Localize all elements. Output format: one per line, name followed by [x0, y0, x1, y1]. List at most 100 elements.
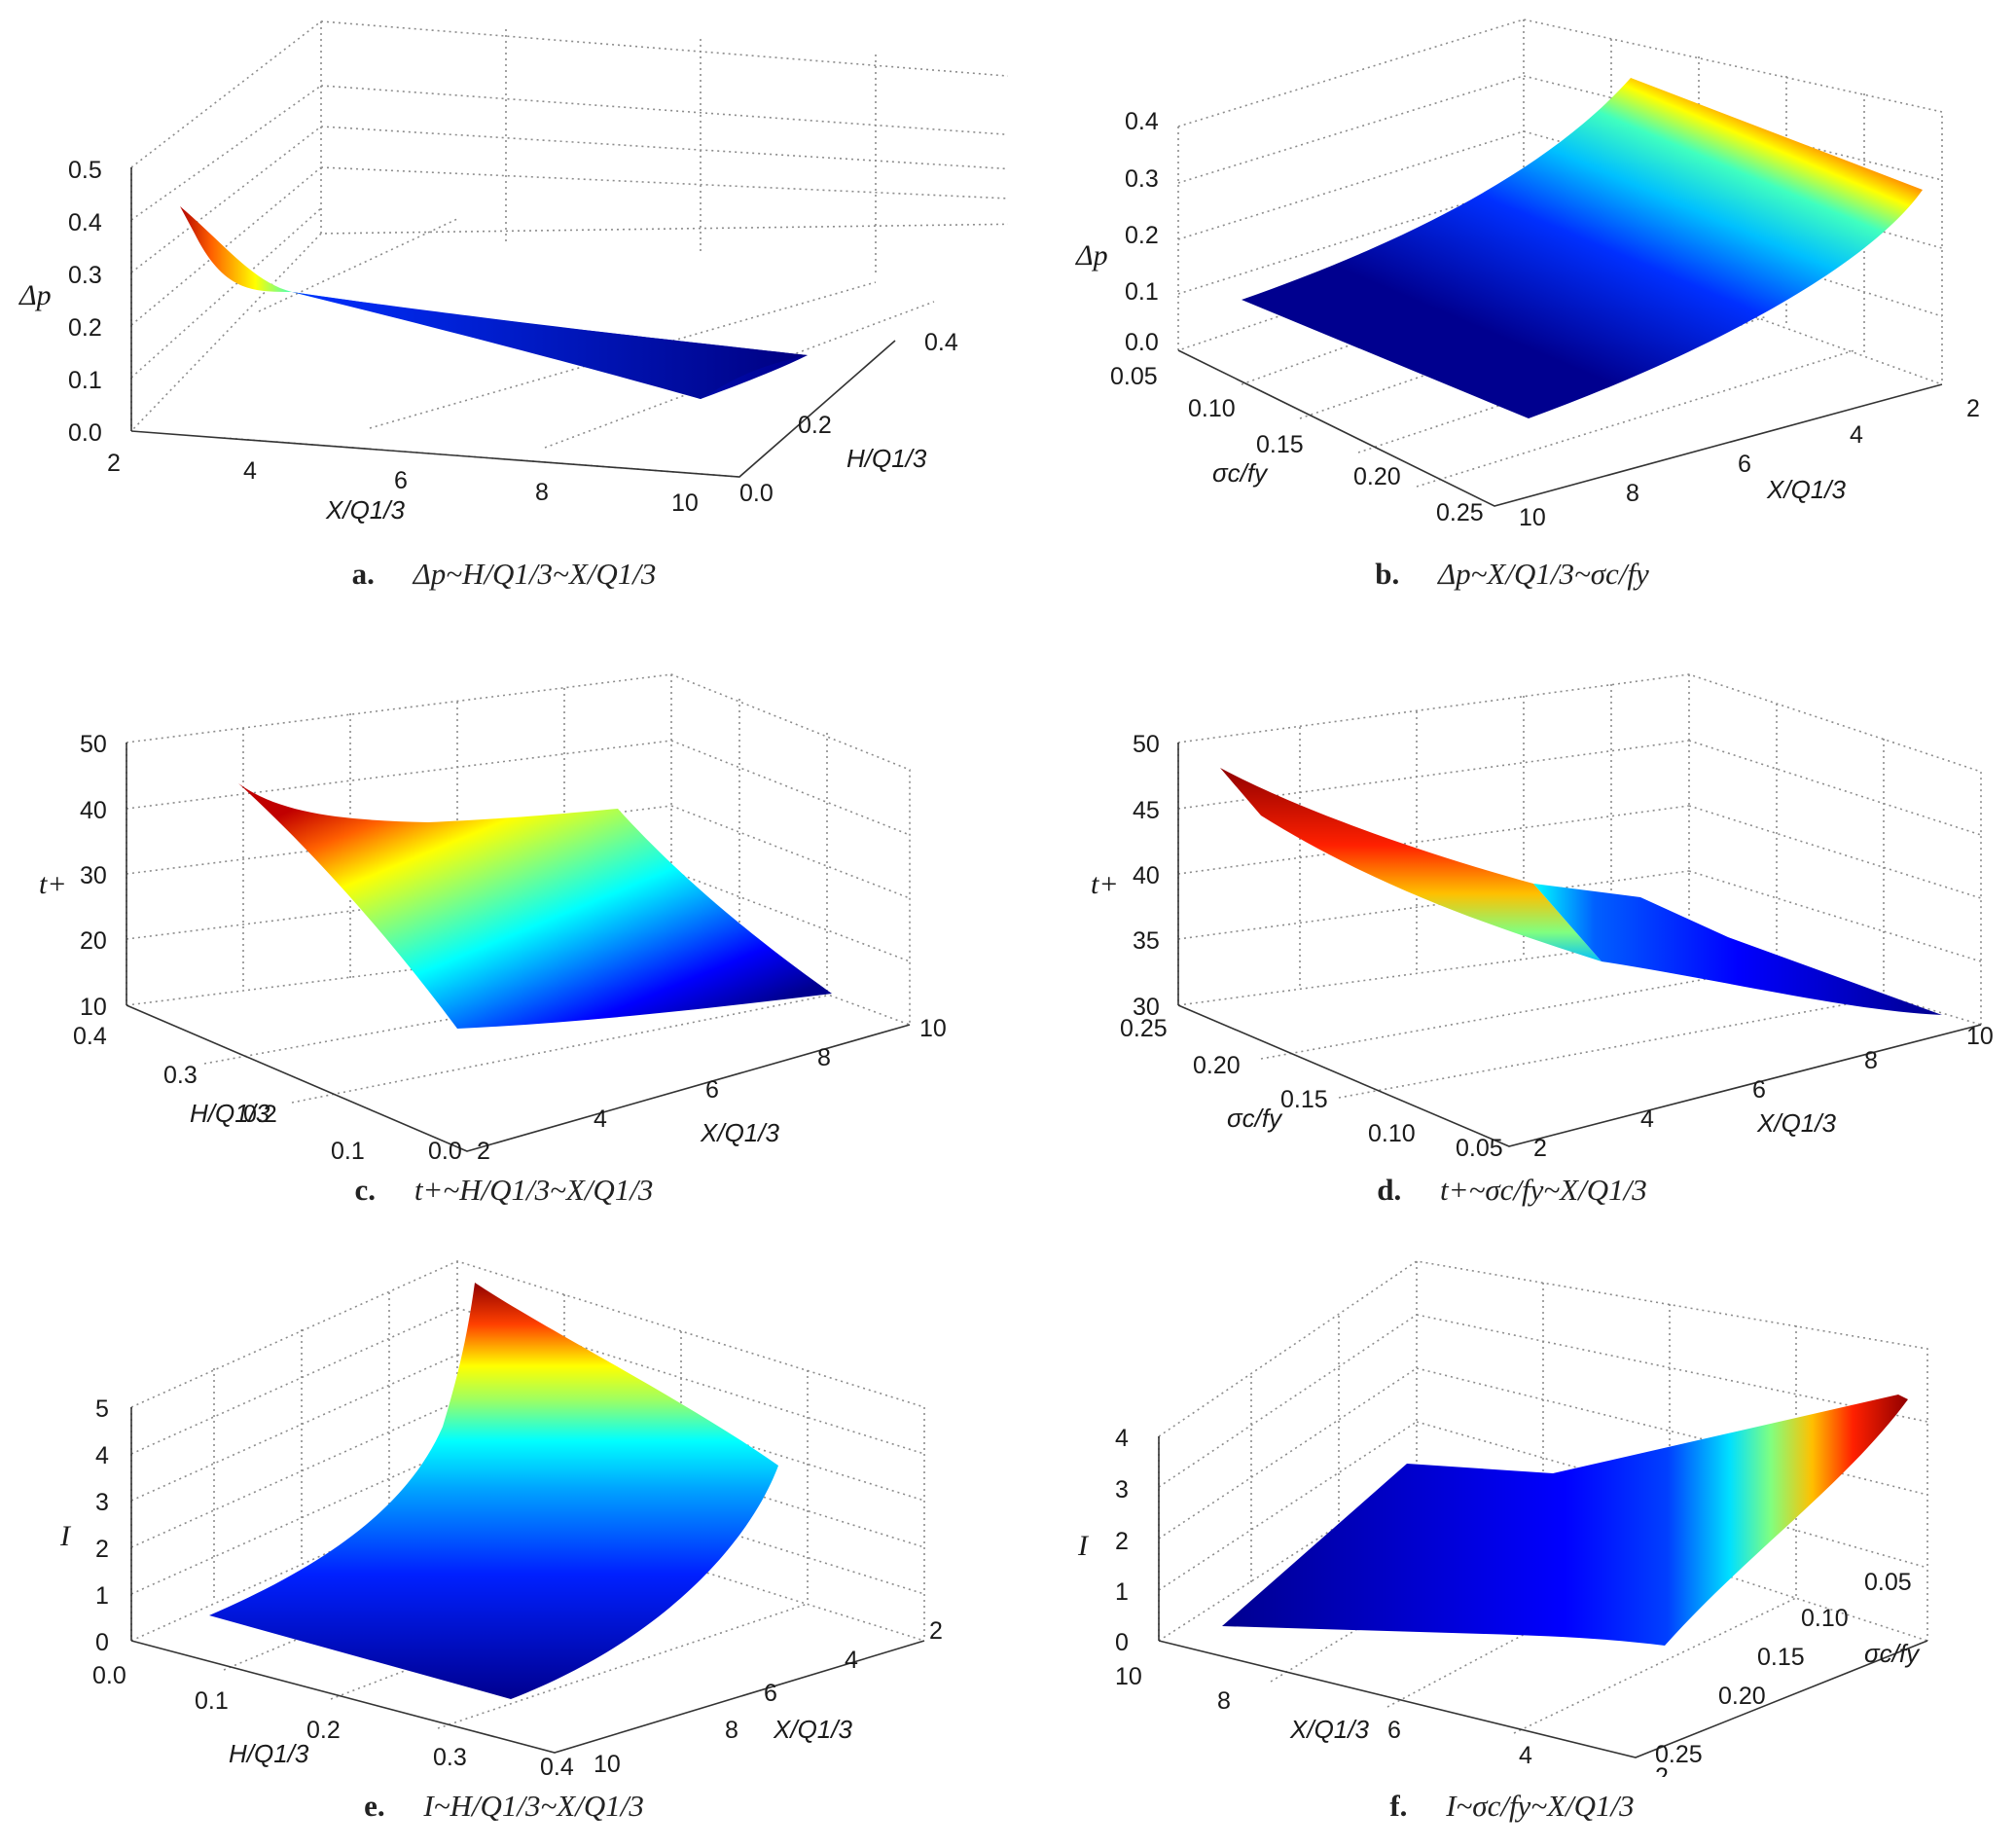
surface-b [1242, 78, 1923, 418]
z-ticks-e: 5 4 3 2 1 0 [95, 1395, 109, 1656]
y-tick: 6 [1752, 1076, 1766, 1104]
y-tick: 0.25 [1655, 1741, 1703, 1768]
surface-plot-f: 4 3 2 1 0 10 8 6 4 2 0.25 0.20 0.15 0.10… [1077, 1260, 1928, 1777]
x-tick: 0.25 [1120, 1015, 1168, 1042]
y-tick: 10 [1966, 1023, 1994, 1050]
x-ticks-d: 0.25 0.20 0.15 0.10 0.05 [1120, 1015, 1503, 1161]
caption-letter: e. [364, 1789, 385, 1823]
z-tick: 10 [80, 994, 107, 1021]
axes-c [126, 743, 911, 1152]
panel-b: 0.0 0.1 0.2 0.3 0.4 0.05 0.10 0.15 0.20 … [1008, 0, 2016, 616]
y-axis-label: σc/fy [1864, 1639, 1921, 1668]
z-tick: 3 [1115, 1476, 1129, 1504]
z-tick: 0.2 [1125, 222, 1159, 249]
z-tick: 0.5 [68, 157, 102, 184]
z-tick: 0.0 [1125, 329, 1159, 356]
panel-c: 50 40 30 20 10 0.4 0.3 0.2 0.1 0.0 2 4 6… [0, 616, 1008, 1232]
y-tick: 2 [1533, 1135, 1547, 1161]
x-axis-label: H/Q1/3 [229, 1739, 309, 1768]
z-ticks-d: 50 45 40 35 30 [1133, 731, 1160, 1021]
y-tick: 6 [705, 1076, 719, 1104]
y-tick: 6 [764, 1680, 777, 1707]
x-axis-label: σc/fy [1212, 458, 1269, 488]
y-tick: 0.15 [1757, 1644, 1805, 1671]
z-tick: 0 [1115, 1629, 1129, 1656]
x-tick: 0.15 [1280, 1086, 1328, 1113]
y-tick: 6 [1738, 451, 1751, 478]
x-ticks-c: 0.4 0.3 0.2 0.1 0.0 [73, 1023, 462, 1161]
grid-a [130, 20, 1008, 478]
y-ticks-d: 2 4 6 8 10 [1533, 1023, 1994, 1161]
y-tick: 4 [1850, 421, 1863, 449]
surface-d-ridge [1220, 768, 1602, 961]
y-axis-label: X/Q1/3 [773, 1715, 852, 1744]
x-tick: 10 [1115, 1663, 1142, 1690]
y-tick: 8 [725, 1717, 738, 1744]
surface-f [1222, 1395, 1908, 1646]
x-tick: 0.25 [1436, 499, 1484, 526]
z-tick: 3 [95, 1489, 109, 1516]
caption-c: c. t+~H/Q1/3~X/Q1/3 [0, 1161, 1008, 1219]
surface-plot-c: 50 40 30 20 10 0.4 0.3 0.2 0.1 0.0 2 4 6… [39, 673, 947, 1161]
z-tick: 1 [1115, 1578, 1129, 1606]
y-tick: 4 [594, 1105, 607, 1133]
z-tick: 50 [1133, 731, 1160, 758]
z-axis-label: I [1077, 1530, 1090, 1562]
x-tick: 0.05 [1110, 363, 1158, 390]
z-ticks-b: 0.0 0.1 0.2 0.3 0.4 [1125, 108, 1159, 356]
z-ticks-f: 4 3 2 1 0 [1115, 1425, 1129, 1656]
z-axis-label: I [59, 1520, 72, 1552]
x-tick: 0.1 [331, 1138, 365, 1161]
y-axis-label: X/Q1/3 [1756, 1108, 1836, 1138]
x-tick: 0.10 [1368, 1120, 1416, 1147]
z-tick: 30 [80, 862, 107, 889]
x-tick: 0.10 [1188, 395, 1236, 422]
z-tick: 50 [80, 731, 107, 758]
x-tick: 0.0 [92, 1662, 126, 1689]
x-axis-label: H/Q1/3 [190, 1099, 270, 1128]
z-tick: 0.3 [1125, 165, 1159, 193]
x-tick: 0.20 [1193, 1052, 1241, 1079]
z-axis-label: Δp [1075, 239, 1108, 272]
caption-formula: Δp~X/Q1/3~σc/fy [1437, 557, 1649, 591]
z-tick: 0.4 [68, 209, 102, 236]
caption-a: a. Δp~H/Q1/3~X/Q1/3 [0, 545, 1008, 603]
surface-plot-a: 0.5 0.4 0.3 0.2 0.1 0.0 2 4 6 8 10 0.0 0… [18, 20, 1008, 525]
y-tick: 2 [477, 1138, 490, 1161]
x-tick: 2 [107, 450, 121, 477]
caption-letter: c. [354, 1173, 377, 1207]
z-tick: 0 [95, 1629, 109, 1656]
caption-formula: t+~H/Q1/3~X/Q1/3 [414, 1173, 654, 1207]
y-tick: 4 [845, 1647, 858, 1674]
y-tick: 0.0 [739, 480, 774, 507]
x-axis-label: X/Q1/3 [1289, 1715, 1369, 1744]
z-axis-label: t+ [1091, 868, 1119, 900]
x-tick: 8 [535, 479, 549, 506]
x-axis-label: σc/fy [1227, 1104, 1283, 1133]
x-tick: 4 [1519, 1742, 1532, 1769]
z-tick: 1 [95, 1582, 109, 1610]
x-tick: 0.20 [1353, 463, 1401, 490]
y-tick: 0.4 [924, 329, 958, 356]
caption-formula: t+~σc/fy~X/Q1/3 [1440, 1173, 1647, 1207]
caption-letter: b. [1375, 557, 1400, 591]
x-tick: 0.0 [428, 1138, 462, 1161]
x-tick: 0.2 [306, 1717, 341, 1744]
caption-d: d. t+~σc/fy~X/Q1/3 [1008, 1161, 2016, 1219]
x-tick: 0.1 [195, 1687, 229, 1715]
axes-e [130, 1407, 925, 1754]
y-tick: 4 [1640, 1105, 1654, 1133]
axes-f [1158, 1436, 1928, 1758]
x-tick: 4 [243, 457, 257, 485]
y-tick: 0.2 [798, 412, 832, 439]
y-tick: 8 [1626, 480, 1639, 507]
caption-letter: a. [351, 557, 375, 591]
x-ticks-f: 10 8 6 4 2 [1115, 1663, 1669, 1777]
y-tick: 0.10 [1801, 1605, 1849, 1632]
x-tick: 6 [1387, 1717, 1401, 1744]
surface-plot-e: 5 4 3 2 1 0 0.0 0.1 0.2 0.3 0.4 10 8 6 4… [59, 1260, 943, 1777]
axes-d [1177, 743, 1982, 1147]
z-axis-label: Δp [18, 279, 52, 311]
x-tick: 10 [671, 489, 699, 517]
